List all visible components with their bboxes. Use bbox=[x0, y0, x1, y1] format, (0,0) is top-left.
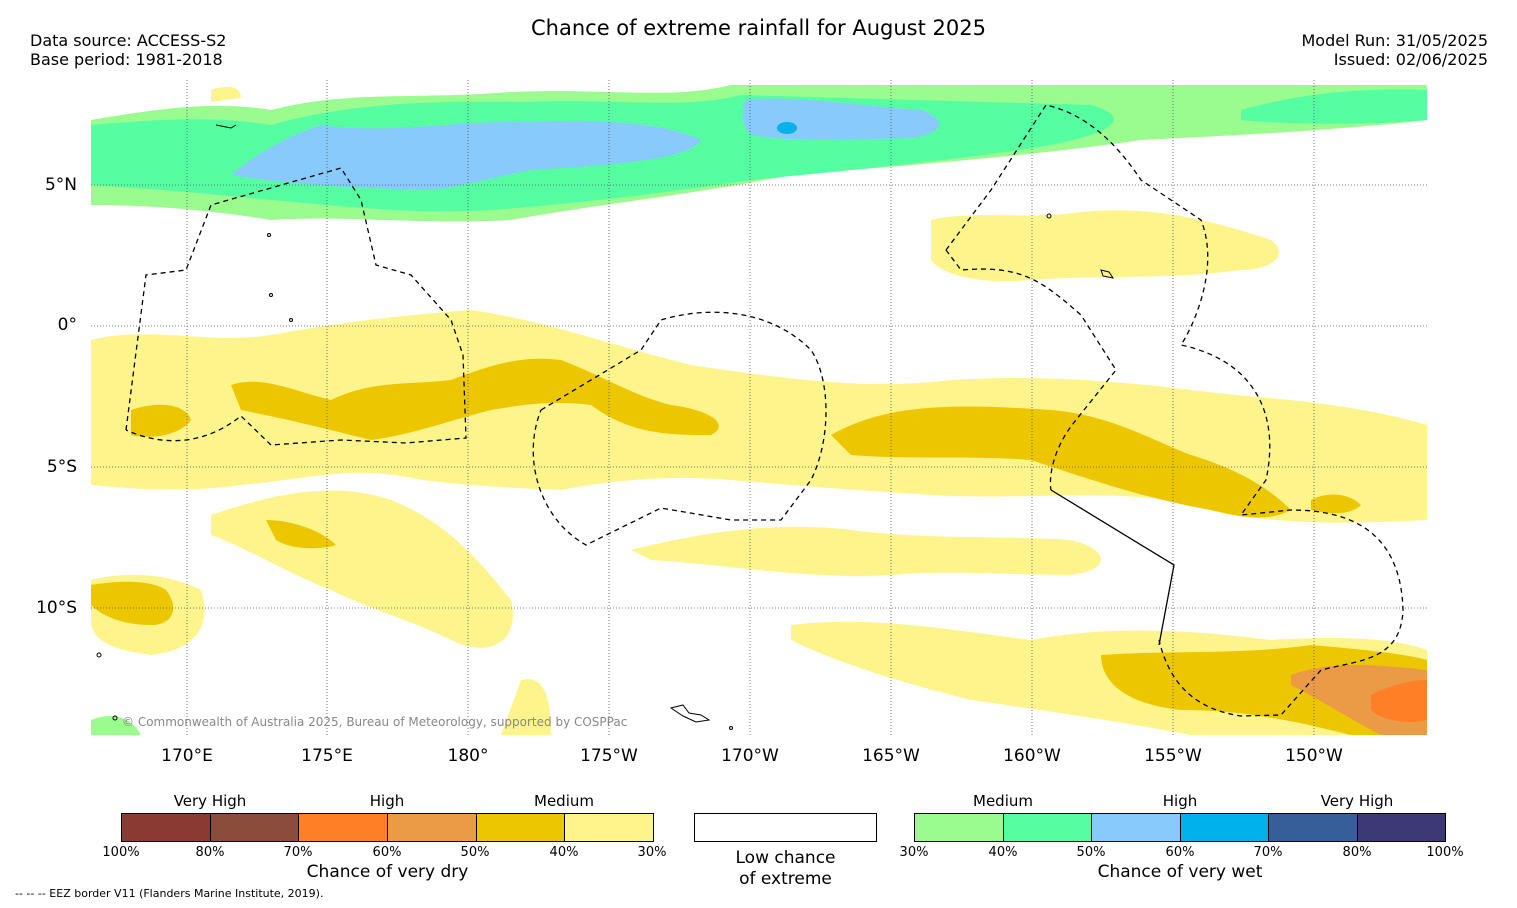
dry-cat-very-high: Very High bbox=[173, 792, 247, 810]
wet-medium-region bbox=[91, 716, 141, 735]
model-run: Model Run: 31/05/2025 bbox=[1301, 31, 1489, 50]
dry-swatch bbox=[476, 814, 566, 841]
dry-tick: 80% bbox=[195, 845, 225, 860]
lon-label: 170°E bbox=[161, 746, 213, 766]
dry-tick: 50% bbox=[460, 845, 490, 860]
lat-label-0: 0° bbox=[57, 315, 77, 335]
island-outlines bbox=[96, 124, 1115, 730]
dry-swatch bbox=[388, 814, 477, 841]
dry-swatch bbox=[210, 814, 300, 841]
dry-cat-high: High bbox=[369, 792, 405, 810]
dry-medium-high-region bbox=[831, 406, 1291, 518]
wet-medium-region bbox=[1241, 89, 1427, 124]
eez-solid-border bbox=[1050, 489, 1175, 646]
lon-label: 165°W bbox=[862, 746, 920, 766]
lat-label-5s: 5°S bbox=[46, 457, 77, 477]
dry-swatch bbox=[565, 814, 654, 841]
dry-cat-medium: Medium bbox=[534, 792, 594, 810]
wet-tick: 60% bbox=[1165, 845, 1195, 860]
base-period: Base period: 1981-2018 bbox=[30, 50, 223, 69]
eez-border-note: -- -- -- EEZ border V11 (Flanders Marine… bbox=[15, 887, 324, 900]
dry-legend-title: Chance of very dry bbox=[306, 862, 469, 882]
dry-tick: 70% bbox=[283, 845, 313, 860]
wet-swatch bbox=[1092, 814, 1181, 841]
lon-label: 175°E bbox=[301, 746, 353, 766]
wet-cat-very-high: Very High bbox=[1320, 792, 1394, 810]
dry-medium-region bbox=[931, 210, 1280, 282]
dry-tick: 60% bbox=[372, 845, 402, 860]
lat-label-5n: 5°N bbox=[44, 175, 77, 195]
dry-colorbar bbox=[121, 813, 654, 842]
map-title: Chance of extreme rainfall for August 20… bbox=[531, 16, 986, 40]
rainfall-map bbox=[91, 80, 1427, 735]
wet-swatch bbox=[1003, 814, 1092, 841]
dry-tick: 100% bbox=[102, 845, 140, 860]
wet-swatch bbox=[1357, 814, 1445, 841]
lon-label: 180° bbox=[447, 746, 489, 766]
run-info: Model Run: 31/05/2025 Issued: 02/06/2025 bbox=[1302, 31, 1489, 69]
wet-colorbar bbox=[914, 813, 1446, 842]
dry-tick: 30% bbox=[637, 845, 667, 860]
copyright-notice: © Commonwealth of Australia 2025, Bureau… bbox=[122, 715, 628, 729]
wet-very-high-region bbox=[777, 122, 797, 134]
dry-medium-region bbox=[211, 86, 241, 102]
dry-medium-high-region bbox=[231, 358, 719, 440]
wet-tick: 100% bbox=[1426, 845, 1464, 860]
dry-medium-region bbox=[631, 526, 1101, 577]
wet-cat-medium: Medium bbox=[973, 792, 1033, 810]
dry-medium-high-region bbox=[131, 404, 191, 437]
eez-borders bbox=[125, 104, 1404, 717]
lon-label: 155°W bbox=[1144, 746, 1202, 766]
lon-label: 150°W bbox=[1285, 746, 1343, 766]
dry-medium-high-region bbox=[266, 520, 336, 549]
low-chance-label: Low chance of extreme bbox=[694, 848, 877, 890]
lon-label: 175°W bbox=[580, 746, 638, 766]
wet-legend-title: Chance of very wet bbox=[1097, 862, 1263, 882]
dry-tick: 40% bbox=[549, 845, 579, 860]
lon-label: 170°W bbox=[721, 746, 779, 766]
data-source-info: Data source: ACCESS-S2 Base period: 1981… bbox=[30, 31, 226, 69]
lon-label: 160°W bbox=[1003, 746, 1061, 766]
wet-high-region bbox=[231, 120, 701, 190]
graticule bbox=[91, 80, 1427, 735]
dry-medium-high-region bbox=[1311, 494, 1361, 514]
wet-tick: 70% bbox=[1253, 845, 1283, 860]
dry-high-region bbox=[1371, 680, 1427, 722]
dry-medium-region bbox=[501, 679, 551, 735]
low-chance-line2: of extreme bbox=[739, 869, 832, 889]
lat-label-10s: 10°S bbox=[36, 598, 77, 618]
low-chance-swatch bbox=[694, 813, 877, 842]
wet-swatch bbox=[1180, 814, 1269, 841]
wet-tick: 30% bbox=[899, 845, 929, 860]
dry-medium-high-region bbox=[91, 581, 174, 625]
data-source: Data source: ACCESS-S2 bbox=[30, 31, 227, 50]
wet-swatch bbox=[1269, 814, 1358, 841]
dry-swatch bbox=[122, 814, 211, 841]
wet-tick: 50% bbox=[1076, 845, 1106, 860]
dry-swatch bbox=[299, 814, 389, 841]
wet-swatch bbox=[915, 814, 1004, 841]
wet-cat-high: High bbox=[1162, 792, 1198, 810]
wet-tick: 80% bbox=[1342, 845, 1372, 860]
issued-date: Issued: 02/06/2025 bbox=[1333, 50, 1488, 69]
low-chance-line1: Low chance bbox=[735, 848, 836, 868]
wet-tick: 40% bbox=[988, 845, 1018, 860]
